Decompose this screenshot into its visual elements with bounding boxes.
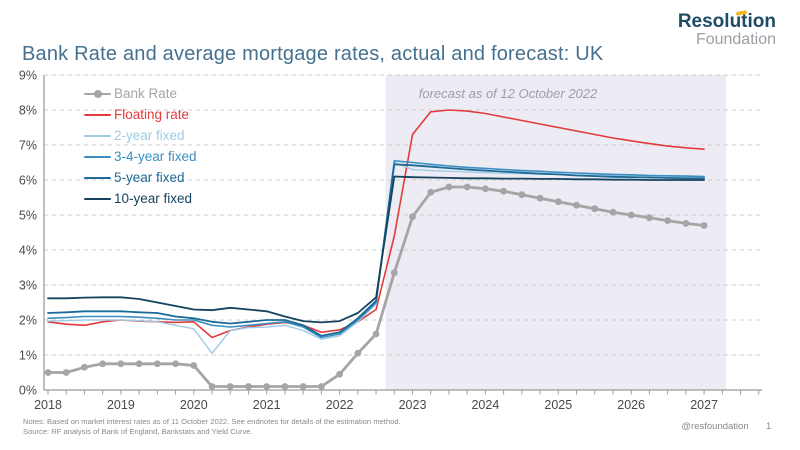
- series-marker: [536, 194, 544, 202]
- y-axis-tick-label: 3%: [19, 279, 37, 293]
- series-marker: [627, 211, 635, 219]
- legend-swatch-floating-rate: [84, 110, 111, 120]
- legend-label-10-year-fixed: 10-year fixed: [114, 191, 193, 206]
- series-marker: [427, 188, 435, 196]
- x-axis-tick-label: 2025: [544, 398, 572, 412]
- legend-label-2-year-fixed: 2-year fixed: [114, 128, 185, 143]
- x-axis-tick-label: 2026: [617, 398, 645, 412]
- chart-svg: 0% 1% 2% 3% 4% 5% 6% 7% 8% 9% 2018 2019 2020 2021 2022…: [19, 69, 762, 412]
- series-marker: [573, 201, 580, 209]
- x-axis-tick-label: 2018: [34, 398, 62, 412]
- forecast-band: [385, 75, 726, 390]
- series-marker: [135, 360, 143, 368]
- series-marker: [463, 183, 471, 191]
- series-marker: [62, 369, 70, 376]
- series-marker: [336, 370, 343, 378]
- legend-item-3-4-year-fixed: 3-4-year fixed: [84, 146, 197, 167]
- logo-text-foundation: Foundation: [695, 30, 776, 48]
- series-marker: [153, 360, 161, 368]
- series-marker: [554, 198, 562, 206]
- series-line-3-4-year-fixed: [47, 160, 705, 339]
- legend-swatch-bank-rate: [84, 89, 111, 99]
- y-axis-tick-label: 6%: [19, 174, 37, 188]
- legend-label-3-4-year-fixed: 3-4-year fixed: [114, 149, 197, 164]
- legend-swatch-3-4-year-fixed: [84, 152, 111, 162]
- x-axis-tick-label: 2024: [471, 398, 499, 412]
- page-number: 1: [766, 421, 772, 432]
- series-marker: [700, 222, 708, 229]
- legend-label-bank-rate: Bank Rate: [114, 86, 178, 101]
- series-marker: [390, 269, 398, 277]
- x-axis-tick-label: 2019: [107, 398, 135, 412]
- series-marker: [44, 369, 52, 376]
- series-marker: [263, 383, 271, 390]
- chart-legend: Bank Rate Floating rate 2-year fixed 3-4-ye…: [84, 83, 197, 209]
- legend-item-2-year-fixed: 2-year fixed: [84, 125, 197, 146]
- series-marker: [99, 360, 107, 368]
- resolution-foundation-logo: Resolution Foundation: [677, 10, 776, 49]
- series-marker: [245, 383, 252, 390]
- y-axis-tick-label: 0%: [19, 384, 37, 398]
- chart-area: 0% 1% 2% 3% 4% 5% 6% 7% 8% 9% 2018 2019 2020 2021 2022…: [0, 60, 800, 415]
- legend-label-floating-rate: Floating rate: [114, 107, 190, 122]
- forecast-annotation: forecast as of 12 October 2022: [418, 86, 598, 101]
- page-title: Bank Rate and average mortgage rates, ac…: [22, 43, 604, 66]
- x-axis-tick-label: 2022: [326, 398, 354, 412]
- y-axis-tick-label: 7%: [19, 139, 37, 153]
- series-marker: [664, 217, 672, 225]
- legend-item-bank-rate: Bank Rate: [84, 83, 197, 104]
- legend-label-5-year-fixed: 5-year fixed: [114, 170, 185, 185]
- series-marker: [591, 205, 599, 213]
- legend-swatch-2-year-fixed: [84, 131, 111, 141]
- notes-line: Notes: Based on market interest rates as…: [23, 417, 401, 426]
- source-line: Source: RF analysis of Bank of England, …: [23, 427, 253, 436]
- series-marker: [372, 330, 380, 338]
- series-marker: [281, 383, 289, 390]
- series-line-2-year-fixed: [47, 161, 705, 354]
- series-marker: [518, 191, 526, 199]
- series-marker: [682, 220, 690, 227]
- y-axis-tick-label: 8%: [19, 104, 37, 118]
- series-marker: [354, 349, 362, 357]
- series-marker: [482, 185, 489, 193]
- series-marker: [117, 360, 125, 368]
- logo-text-resolution: Resolution: [677, 11, 776, 32]
- legend-item-5-year-fixed: 5-year fixed: [84, 167, 197, 188]
- x-axis-tick-label: 2023: [399, 398, 427, 412]
- y-axis-tick-label: 1%: [19, 349, 37, 363]
- y-axis-tick-label: 4%: [19, 244, 37, 258]
- twitter-handle: @resfoundation: [681, 421, 749, 432]
- y-axis-tick-label: 5%: [19, 209, 37, 223]
- logo-wordmark: Resolution: [677, 10, 776, 32]
- x-axis-tick-label: 2020: [180, 398, 208, 412]
- legend-item-10-year-fixed: 10-year fixed: [84, 188, 197, 209]
- series-marker: [609, 208, 617, 216]
- legend-item-floating-rate: Floating rate: [84, 104, 197, 125]
- series-marker: [409, 213, 416, 221]
- y-axis-tick-label: 9%: [19, 69, 37, 83]
- series-marker: [208, 383, 216, 390]
- series-line-5-year-fixed: [47, 163, 705, 337]
- series-marker: [317, 383, 325, 390]
- x-axis-tick-label: 2027: [690, 398, 718, 412]
- legend-swatch-5-year-fixed: [84, 173, 111, 183]
- series-marker: [646, 214, 653, 222]
- series-marker: [226, 383, 234, 390]
- series-marker: [299, 383, 307, 390]
- legend-swatch-10-year-fixed: [84, 194, 111, 204]
- x-axis-tick-label: 2021: [253, 398, 281, 412]
- chart-notes: Notes: Based on market interest rates as…: [23, 417, 583, 437]
- y-axis-tick-label: 2%: [19, 314, 37, 328]
- series-marker: [445, 183, 453, 191]
- series-line-10-year-fixed: [47, 175, 705, 324]
- series-marker: [190, 362, 198, 369]
- series-marker: [81, 363, 88, 371]
- series-marker: [172, 360, 179, 368]
- series-marker: [500, 187, 508, 195]
